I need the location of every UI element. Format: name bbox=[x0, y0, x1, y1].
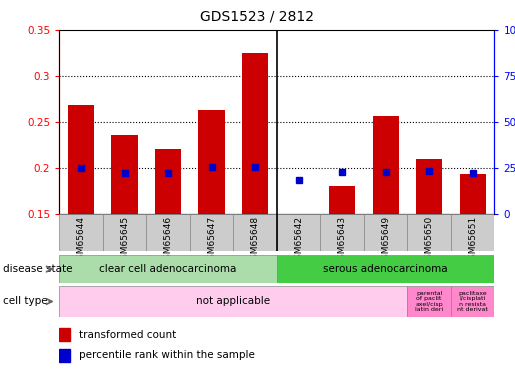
Bar bbox=[68, 105, 94, 214]
Bar bbox=[146, 214, 190, 251]
Text: serous adenocarcinoma: serous adenocarcinoma bbox=[323, 264, 448, 274]
Bar bbox=[416, 159, 442, 214]
Bar bbox=[59, 328, 70, 341]
Bar bbox=[198, 110, 225, 214]
Text: GSM65648: GSM65648 bbox=[251, 216, 260, 265]
Bar bbox=[190, 214, 233, 251]
Text: GSM65643: GSM65643 bbox=[338, 216, 347, 265]
Bar bbox=[59, 286, 407, 317]
Text: disease state: disease state bbox=[3, 264, 72, 274]
Bar bbox=[103, 214, 146, 251]
Text: not applicable: not applicable bbox=[196, 297, 270, 306]
Bar bbox=[320, 214, 364, 251]
Bar bbox=[364, 214, 407, 251]
Bar bbox=[242, 53, 268, 214]
Bar bbox=[233, 214, 277, 251]
Bar bbox=[277, 214, 320, 251]
Text: GSM65650: GSM65650 bbox=[425, 216, 434, 265]
Bar bbox=[59, 255, 277, 283]
Text: GSM65646: GSM65646 bbox=[164, 216, 173, 265]
Bar bbox=[372, 116, 399, 214]
Text: GSM65644: GSM65644 bbox=[77, 216, 85, 265]
Bar bbox=[459, 174, 486, 214]
Bar bbox=[59, 214, 103, 251]
Text: GSM65649: GSM65649 bbox=[381, 216, 390, 265]
Bar bbox=[277, 255, 494, 283]
Bar bbox=[155, 149, 181, 214]
Text: parental
of paclit
axel/cisp
latin deri: parental of paclit axel/cisp latin deri bbox=[415, 291, 443, 312]
Text: percentile rank within the sample: percentile rank within the sample bbox=[79, 350, 255, 360]
Text: clear cell adenocarcinoma: clear cell adenocarcinoma bbox=[99, 264, 237, 274]
Bar bbox=[407, 214, 451, 251]
Text: transformed count: transformed count bbox=[79, 330, 176, 340]
Text: GSM65642: GSM65642 bbox=[294, 216, 303, 265]
Text: GDS1523 / 2812: GDS1523 / 2812 bbox=[200, 9, 315, 23]
Text: GSM65647: GSM65647 bbox=[207, 216, 216, 265]
Text: cell type: cell type bbox=[3, 297, 47, 306]
Bar bbox=[451, 286, 494, 317]
Bar bbox=[329, 186, 355, 214]
Bar bbox=[451, 214, 494, 251]
Bar bbox=[111, 135, 138, 214]
Text: GSM65645: GSM65645 bbox=[120, 216, 129, 265]
Bar bbox=[59, 349, 70, 362]
Text: GSM65651: GSM65651 bbox=[468, 216, 477, 265]
Text: paclitaxe
l/cisplati
n resista
nt derivat: paclitaxe l/cisplati n resista nt deriva… bbox=[457, 291, 488, 312]
Bar bbox=[407, 286, 451, 317]
